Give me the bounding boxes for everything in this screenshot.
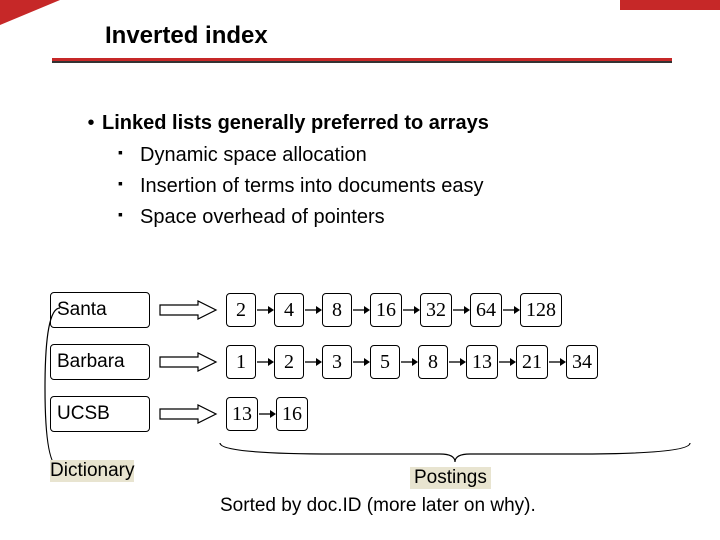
slide-title: Inverted index xyxy=(105,22,268,50)
term-row: Barbara 1 2 3 5 8 13 21 34 xyxy=(50,342,690,382)
bullet-square-icon: ▪ xyxy=(118,173,140,194)
block-arrow-icon xyxy=(158,352,218,372)
posting-box: 34 xyxy=(566,345,598,379)
arrow-icon xyxy=(304,304,322,316)
arrow-icon xyxy=(256,304,274,316)
posting-box: 64 xyxy=(470,293,502,327)
arrow-icon xyxy=(258,408,276,420)
arrow-icon xyxy=(352,304,370,316)
posting-box: 2 xyxy=(226,293,256,327)
posting-box: 8 xyxy=(418,345,448,379)
postings-label: Postings xyxy=(410,467,491,489)
block-arrow-icon xyxy=(158,300,218,320)
term-box: Barbara xyxy=(50,344,150,380)
arrow-icon xyxy=(256,356,274,368)
term-row: UCSB 13 16 xyxy=(50,394,690,434)
dictionary-label: Dictionary xyxy=(50,460,134,482)
posting-box: 21 xyxy=(516,345,548,379)
sub-bullet: ▪ Dynamic space allocation xyxy=(118,142,680,168)
corner-accent xyxy=(0,0,60,25)
posting-box: 5 xyxy=(370,345,400,379)
posting-box: 4 xyxy=(274,293,304,327)
arrow-icon xyxy=(402,304,420,316)
main-bullet: • Linked lists generally preferred to ar… xyxy=(80,110,680,136)
arrow-icon xyxy=(502,304,520,316)
term-box: UCSB xyxy=(50,396,150,432)
block-arrow-icon xyxy=(158,404,218,424)
sub-bullet-text: Dynamic space allocation xyxy=(140,142,367,168)
arrow-icon xyxy=(448,356,466,368)
bullet-dot-icon: • xyxy=(80,110,102,136)
banner-accent xyxy=(620,0,720,10)
posting-box: 8 xyxy=(322,293,352,327)
bullet-content: • Linked lists generally preferred to ar… xyxy=(80,110,680,235)
arrow-icon xyxy=(498,356,516,368)
posting-box: 32 xyxy=(420,293,452,327)
arrow-icon xyxy=(452,304,470,316)
bullet-square-icon: ▪ xyxy=(118,204,140,225)
bullet-square-icon: ▪ xyxy=(118,142,140,163)
posting-box: 1 xyxy=(226,345,256,379)
arrow-icon xyxy=(400,356,418,368)
sub-bullet-text: Insertion of terms into documents easy xyxy=(140,173,484,199)
term-box: Santa xyxy=(50,292,150,328)
postings-brace-icon xyxy=(215,440,695,465)
arrow-icon xyxy=(304,356,322,368)
posting-box: 128 xyxy=(520,293,562,327)
inverted-index-diagram: Santa 2 4 8 16 32 64 128 Barbara 1 2 3 5… xyxy=(50,290,690,446)
posting-box: 16 xyxy=(370,293,402,327)
sorted-caption: Sorted by doc.ID (more later on why). xyxy=(220,495,536,517)
arrow-icon xyxy=(352,356,370,368)
sub-bullet: ▪ Space overhead of pointers xyxy=(118,204,680,230)
sub-bullet: ▪ Insertion of terms into documents easy xyxy=(118,173,680,199)
arrow-icon xyxy=(548,356,566,368)
posting-box: 13 xyxy=(466,345,498,379)
title-underline-dark xyxy=(52,61,672,63)
posting-box: 3 xyxy=(322,345,352,379)
posting-box: 16 xyxy=(276,397,308,431)
main-bullet-text: Linked lists generally preferred to arra… xyxy=(102,110,489,136)
term-row: Santa 2 4 8 16 32 64 128 xyxy=(50,290,690,330)
posting-box: 13 xyxy=(226,397,258,431)
posting-box: 2 xyxy=(274,345,304,379)
sub-bullet-text: Space overhead of pointers xyxy=(140,204,385,230)
